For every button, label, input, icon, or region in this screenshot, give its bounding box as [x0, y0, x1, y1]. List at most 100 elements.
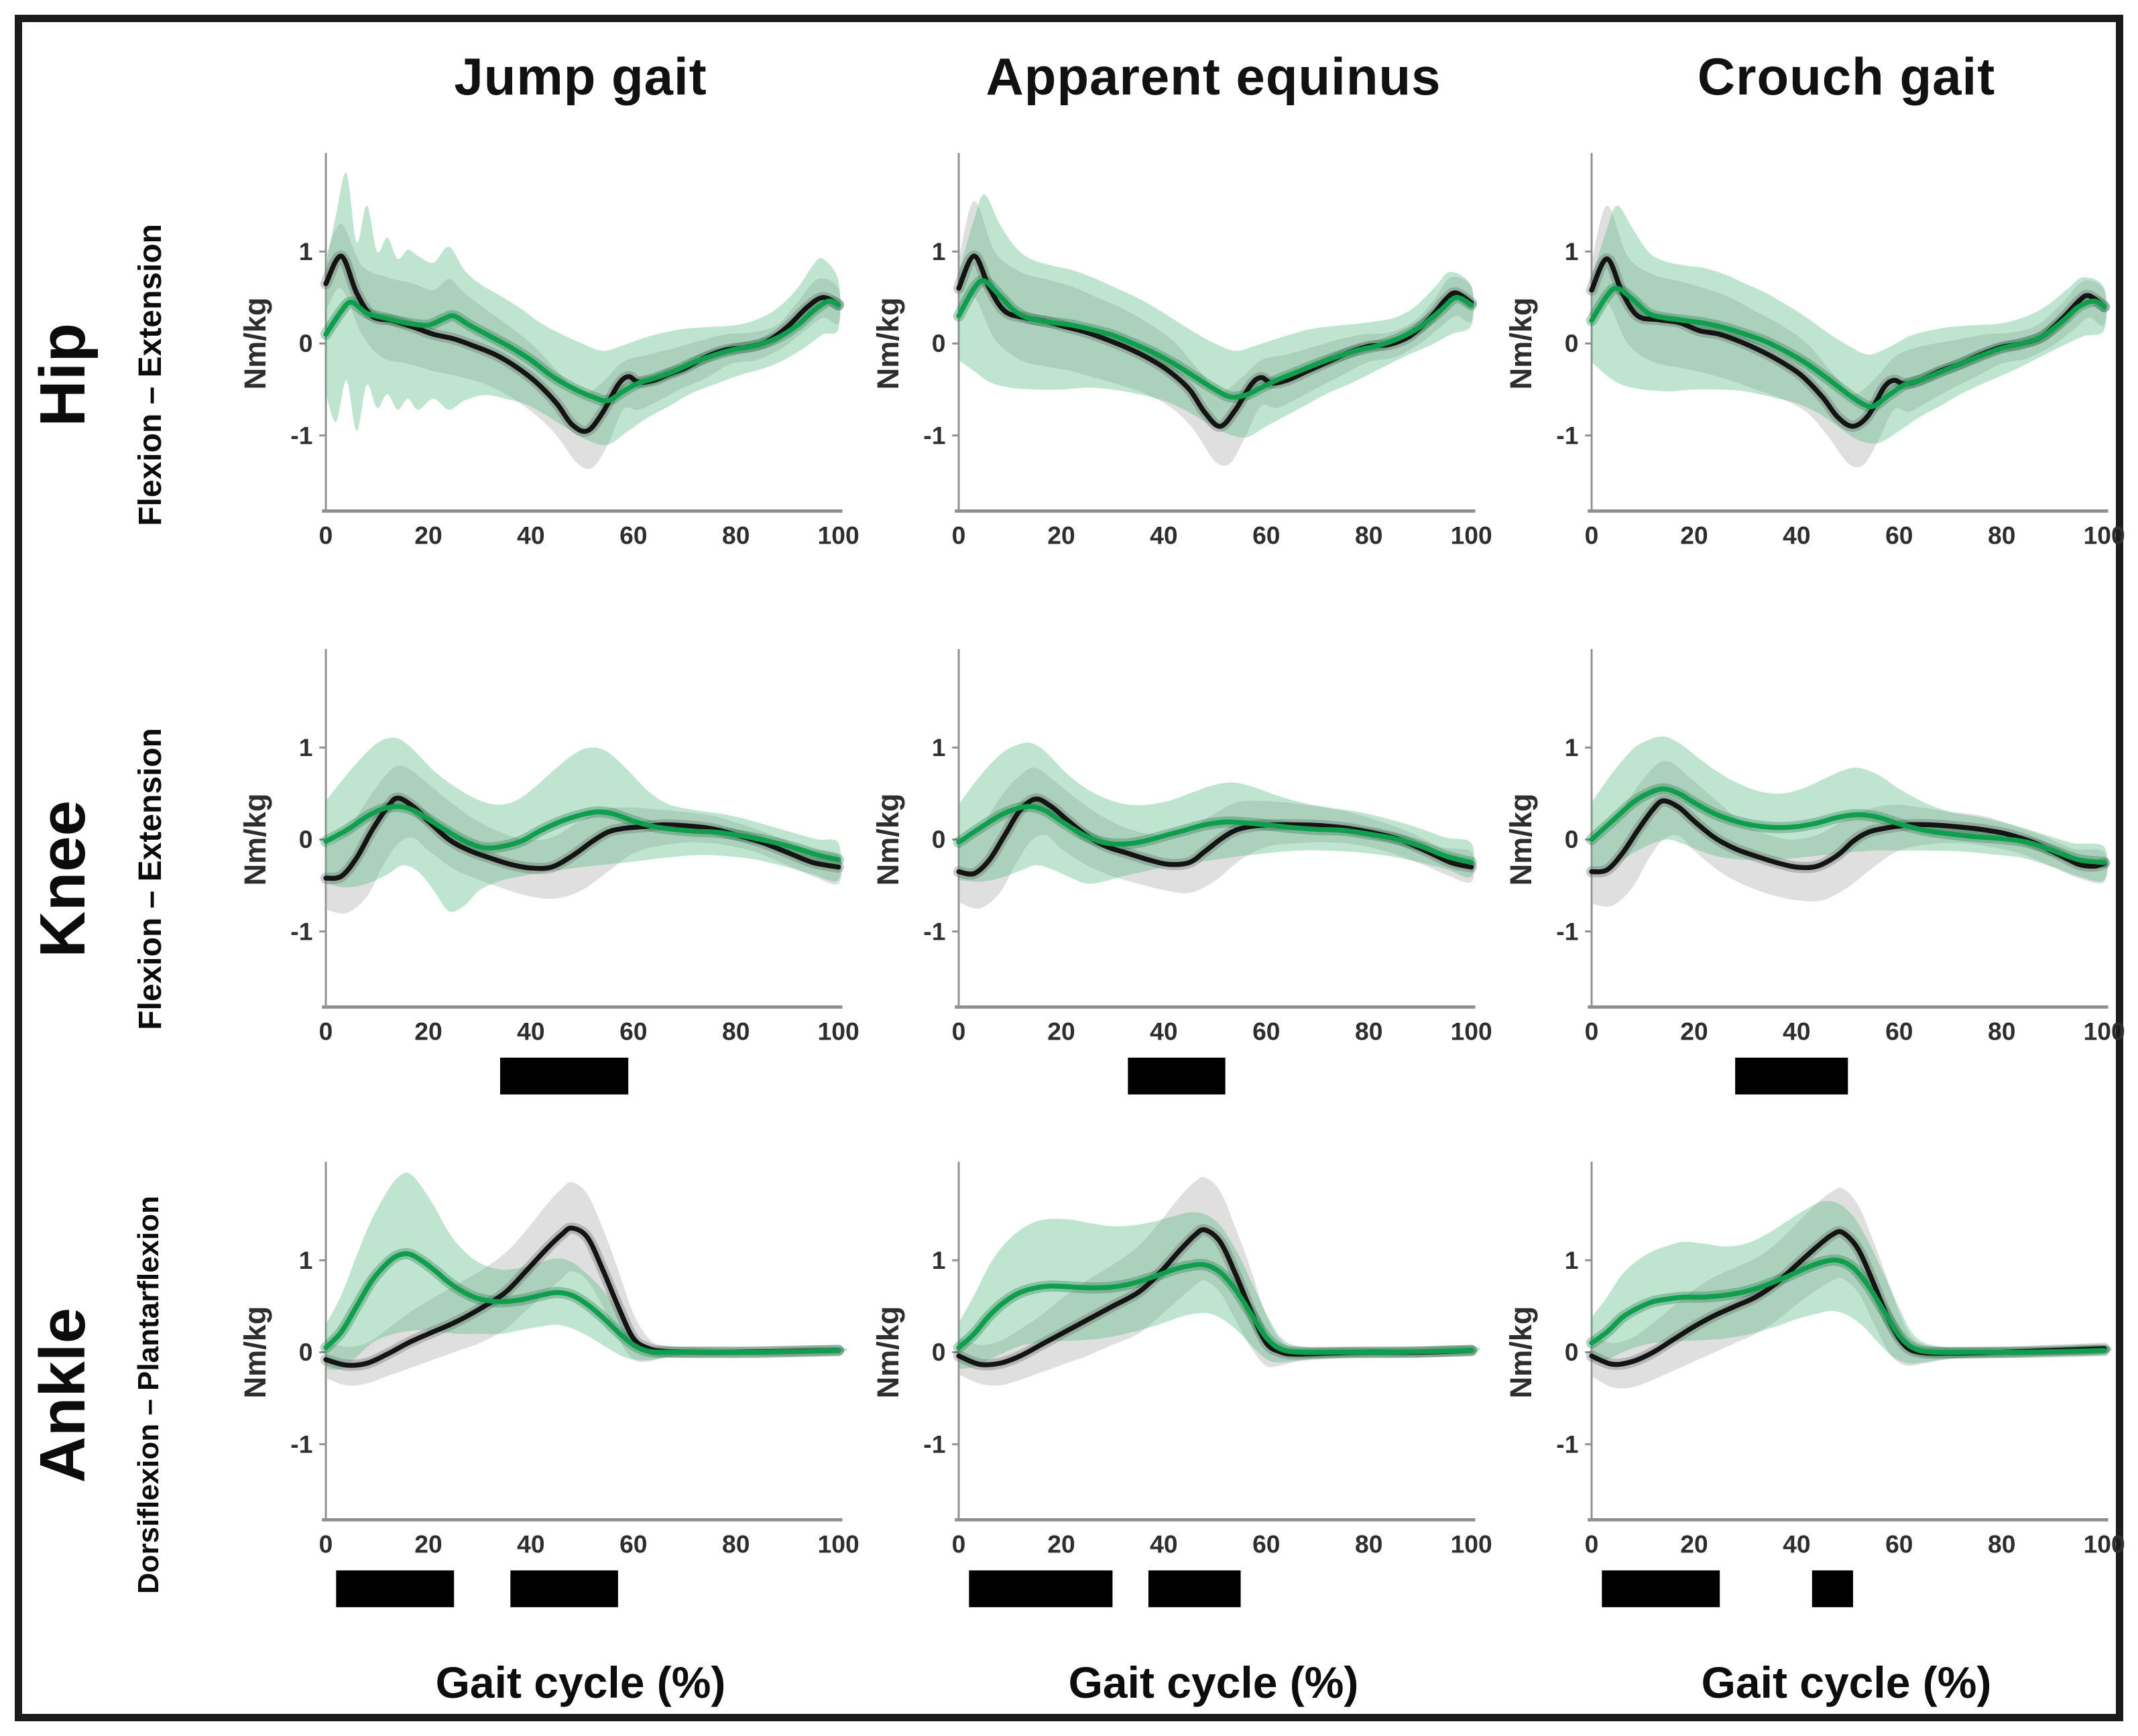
- significance-bar: [1128, 1057, 1226, 1095]
- chart-svg: 1 0 -1 0 20 40 60 80 100 Nm/kg: [871, 1162, 1492, 1607]
- y-tick-label: 0: [299, 329, 313, 357]
- y-tick-label: 0: [932, 825, 946, 853]
- panel-ankle-apparent-equinus: 1 0 -1 0 20 40 60 80 100 Nm/kg: [860, 1135, 1493, 1655]
- x-tick-label: 40: [1783, 521, 1810, 549]
- y-tick-label: 0: [1565, 825, 1579, 853]
- panel-knee-crouch-gait: 1 0 -1 0 20 40 60 80 100 Nm/kg: [1493, 623, 2126, 1135]
- panel-knee-apparent-equinus: 1 0 -1 0 20 40 60 80 100 Nm/kg: [860, 623, 1493, 1135]
- x-tick-label: 0: [952, 1530, 966, 1558]
- black-series-band: [326, 223, 841, 469]
- x-axis-title-label: Gait cycle (%): [1068, 1658, 1359, 1707]
- x-axis-title-col1: Gait cycle (%): [227, 1655, 860, 1710]
- y-axis-unit-label: Nm/kg: [871, 794, 905, 886]
- x-tick-label: 100: [1451, 1530, 1492, 1558]
- x-tick-label: 80: [722, 1530, 750, 1558]
- x-axis-title-label: Gait cycle (%): [1701, 1658, 1992, 1707]
- x-tick-label: 60: [1885, 1530, 1913, 1558]
- x-tick-label: 20: [1680, 1530, 1708, 1558]
- y-tick-label: 0: [1565, 329, 1579, 357]
- x-tick-label: 60: [1885, 1017, 1913, 1045]
- chart-svg: 1 0 -1 0 20 40 60 80 100 Nm/kg: [238, 1162, 859, 1607]
- y-tick-label: -1: [923, 421, 945, 449]
- row-label-ankle: Ankle: [27, 1307, 99, 1483]
- panel-ankle-crouch-gait: 1 0 -1 0 20 40 60 80 100 Nm/kg: [1493, 1135, 2126, 1655]
- y-tick-label: -1: [1556, 917, 1578, 945]
- x-tick-label: 100: [818, 1530, 859, 1558]
- significance-bar: [1735, 1057, 1848, 1095]
- x-tick-label: 40: [517, 521, 544, 549]
- black-series-band: [959, 200, 1474, 467]
- x-axis-title-col3: Gait cycle (%): [1493, 1655, 2126, 1710]
- x-tick-label: 100: [1451, 521, 1492, 549]
- x-tick-label: 80: [1355, 521, 1382, 549]
- x-tick-label: 100: [818, 521, 859, 549]
- x-tick-label: 20: [1680, 521, 1708, 549]
- panel-hip-crouch-gait: 1 0 -1 0 20 40 60 80 100 Nm/kg: [1493, 127, 2126, 623]
- column-title-label: Crouch gait: [1697, 46, 1996, 106]
- row-gutter-hip: Hip Flexion – Extension: [26, 127, 227, 623]
- y-tick-label: 0: [932, 1338, 946, 1366]
- green-series-band: [959, 742, 1475, 884]
- chart-svg: 1 0 -1 0 20 40 60 80 100 Nm/kg: [238, 649, 859, 1095]
- x-tick-label: 20: [414, 1017, 442, 1045]
- y-axis-unit-label: Nm/kg: [871, 1306, 905, 1399]
- x-tick-label: 0: [319, 1017, 333, 1045]
- green-series-band: [326, 737, 841, 912]
- black-series-band: [326, 1182, 845, 1386]
- column-title-apparent-equinus: Apparent equinus: [860, 26, 1493, 127]
- column-title-label: Apparent equinus: [986, 46, 1441, 106]
- x-tick-label: 0: [319, 521, 333, 549]
- y-tick-label: 1: [299, 733, 313, 761]
- x-tick-label: 0: [319, 1530, 333, 1558]
- green-series-band: [959, 1212, 1480, 1369]
- row-gutter-knee: Knee Flexion – Extension: [26, 623, 227, 1135]
- y-tick-label: 0: [299, 825, 313, 853]
- y-tick-label: 1: [299, 1246, 313, 1274]
- x-tick-label: 40: [517, 1017, 544, 1045]
- row-sublabel-ankle: Dorsiflexion – Plantarflexion: [132, 1196, 165, 1595]
- x-tick-label: 40: [1783, 1530, 1810, 1558]
- y-tick-label: -1: [923, 917, 945, 945]
- y-axis-unit-label: Nm/kg: [238, 1306, 272, 1399]
- black-series-band: [326, 765, 842, 914]
- x-axis-title-col2: Gait cycle (%): [860, 1655, 1493, 1710]
- y-tick-label: 1: [932, 733, 946, 761]
- y-tick-label: 0: [932, 329, 946, 357]
- x-tick-label: 40: [1150, 1017, 1177, 1045]
- y-axis-unit-label: Nm/kg: [1504, 298, 1538, 390]
- chart-svg: 1 0 -1 0 20 40 60 80 100 Nm/kg: [1504, 153, 2125, 549]
- figure-frame: Jump gait Apparent equinus Crouch gait H…: [15, 15, 2126, 1721]
- row-label-knee: Knee: [27, 800, 99, 958]
- x-tick-label: 80: [1988, 1530, 2015, 1558]
- black-series-line: [1589, 798, 2107, 875]
- green-series-line: [323, 804, 841, 863]
- y-axis-unit-label: Nm/kg: [1504, 794, 1538, 886]
- significance-bar: [969, 1570, 1113, 1607]
- x-tick-label: 60: [1252, 521, 1280, 549]
- column-title-label: Jump gait: [454, 46, 707, 106]
- x-tick-label: 20: [414, 1530, 442, 1558]
- x-tick-label: 80: [1355, 1530, 1382, 1558]
- y-axis-unit-label: Nm/kg: [238, 298, 272, 390]
- y-axis-unit-label: Nm/kg: [238, 794, 272, 886]
- chart-svg: 1 0 -1 0 20 40 60 80 100 Nm/kg: [1504, 649, 2125, 1095]
- x-tick-label: 80: [1988, 1017, 2015, 1045]
- y-tick-label: 0: [299, 1338, 313, 1366]
- significance-bar: [510, 1570, 618, 1607]
- x-tick-label: 100: [1451, 1017, 1492, 1045]
- green-series-line: [956, 1261, 1474, 1355]
- black-series-band: [959, 767, 1475, 909]
- x-tick-label: 20: [1047, 1530, 1075, 1558]
- y-tick-label: -1: [1556, 421, 1578, 449]
- panel-hip-apparent-equinus: 1 0 -1 0 20 40 60 80 100 Nm/kg: [860, 127, 1493, 623]
- x-tick-label: 0: [1585, 1017, 1599, 1045]
- y-tick-label: -1: [290, 421, 312, 449]
- significance-bar: [1602, 1570, 1720, 1607]
- y-tick-label: 1: [932, 237, 946, 265]
- significance-bar: [336, 1570, 455, 1607]
- y-tick-label: -1: [290, 1430, 312, 1458]
- black-series-band: [1592, 1187, 2111, 1389]
- x-tick-label: 60: [1252, 1017, 1280, 1045]
- x-tick-label: 100: [2084, 1017, 2125, 1045]
- x-tick-label: 40: [1783, 1017, 1810, 1045]
